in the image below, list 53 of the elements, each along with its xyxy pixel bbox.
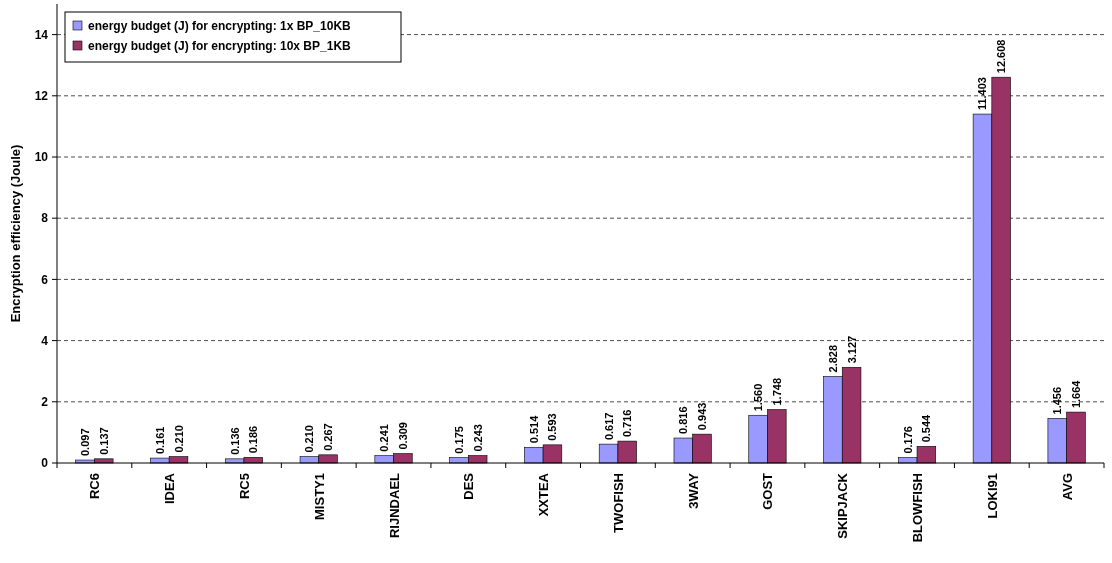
x-tick-label: GOST xyxy=(760,472,776,510)
x-tick-label: IDEA xyxy=(162,472,178,505)
data-label: 0.593 xyxy=(546,413,559,441)
data-label: 1.748 xyxy=(770,377,783,406)
y-tick-label: 8 xyxy=(41,211,49,226)
data-label: 0.161 xyxy=(153,426,166,455)
x-tick-label: 3WAY xyxy=(685,472,701,509)
y-tick-label: 12 xyxy=(34,89,49,103)
data-label: 0.241 xyxy=(378,424,391,452)
data-label: 0.514 xyxy=(527,414,540,444)
legend-label: energy budget (J) for encrypting: 10x BP_1KB xyxy=(88,39,352,54)
legend-label: energy budget (J) for encrypting: 1x BP_10KB xyxy=(88,19,352,34)
x-tick-label: DES xyxy=(461,472,477,500)
x-tick-label: RC5 xyxy=(236,473,252,500)
y-tick-label: 6 xyxy=(41,272,49,287)
x-tick-label: MISTY1 xyxy=(311,473,327,520)
data-label: 2.828 xyxy=(826,344,839,373)
data-label: 0.943 xyxy=(696,402,709,431)
y-tick-label: 10 xyxy=(34,150,49,165)
data-label: 0.267 xyxy=(322,423,335,451)
data-label: 0.137 xyxy=(97,427,110,455)
data-label: 0.136 xyxy=(228,427,241,455)
x-tick-label: TWOFISH xyxy=(610,473,626,533)
data-label: 3.127 xyxy=(845,335,858,364)
x-tick-label: LOKI91 xyxy=(984,473,1000,519)
data-label: 12.608 xyxy=(995,39,1008,74)
data-label: 11.403 xyxy=(976,77,989,111)
data-label: 0.175 xyxy=(452,426,465,454)
data-label: 0.210 xyxy=(172,425,185,453)
x-tick-label: AVG xyxy=(1059,473,1075,501)
y-tick-label: 0 xyxy=(41,456,49,471)
data-label: 0.544 xyxy=(920,413,933,443)
x-tick-label: RC6 xyxy=(87,473,103,500)
x-tick-label: SKIPJACK xyxy=(835,472,851,539)
x-tick-label: XXTEA xyxy=(536,472,552,517)
data-label: 0.186 xyxy=(247,425,260,454)
data-label: 0.309 xyxy=(396,422,409,450)
y-tick-label: 4 xyxy=(41,333,49,348)
data-label: 0.210 xyxy=(303,425,316,453)
x-tick-label: BLOWFISH xyxy=(910,473,926,543)
y-axis-title: Encryption efficiency (Joule) xyxy=(8,144,23,323)
x-tick-label: RIJNDAEL xyxy=(386,472,402,539)
y-tick-label: 2 xyxy=(41,395,49,409)
data-label: 0.816 xyxy=(677,406,690,435)
data-label: 0.243 xyxy=(471,424,484,452)
data-label: 1.560 xyxy=(752,383,765,412)
data-label: 0.617 xyxy=(602,412,615,441)
data-label: 0.716 xyxy=(621,409,634,438)
data-label: 0.097 xyxy=(79,428,92,457)
y-tick-label: 14 xyxy=(34,27,49,42)
data-label: 0.176 xyxy=(901,426,914,454)
data-label: 1.456 xyxy=(1051,386,1064,415)
data-label: 1.664 xyxy=(1069,379,1082,409)
